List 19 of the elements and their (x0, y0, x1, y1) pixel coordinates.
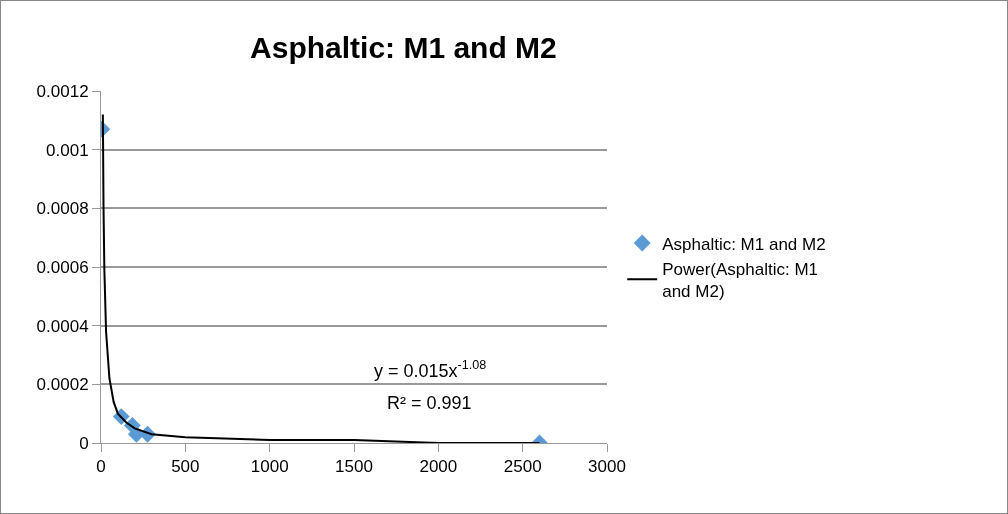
legend-label: Power(Asphaltic: M1 and M2) (662, 259, 819, 301)
x-tick-label: 2500 (503, 457, 542, 477)
annotation: y = 0.015x$^{-1.08}$ (374, 358, 487, 381)
annotation: R² = 0.991 (387, 393, 472, 413)
x-tick-label: 1500 (335, 457, 373, 477)
chart-title: Asphaltic: M1 and M2 (250, 30, 557, 64)
y-tick-label: 0.001 (46, 140, 89, 160)
y-tick-label: 0.0004 (36, 316, 89, 336)
y-tick-label: 0 (79, 433, 89, 453)
x-tick-label: 1000 (250, 457, 289, 477)
legend-label: Asphaltic: M1 and M2 (662, 234, 826, 254)
y-tick-label: 0.0008 (36, 199, 89, 219)
y-tick-label: 0.0012 (36, 81, 89, 101)
x-tick-label: 500 (171, 457, 200, 477)
x-tick-label: 2000 (419, 457, 458, 477)
x-tick-label: 0 (96, 457, 106, 477)
y-tick-label: 0.0002 (36, 375, 89, 395)
y-tick-label: 0.0006 (36, 257, 89, 277)
x-tick-label: 3000 (588, 457, 626, 477)
